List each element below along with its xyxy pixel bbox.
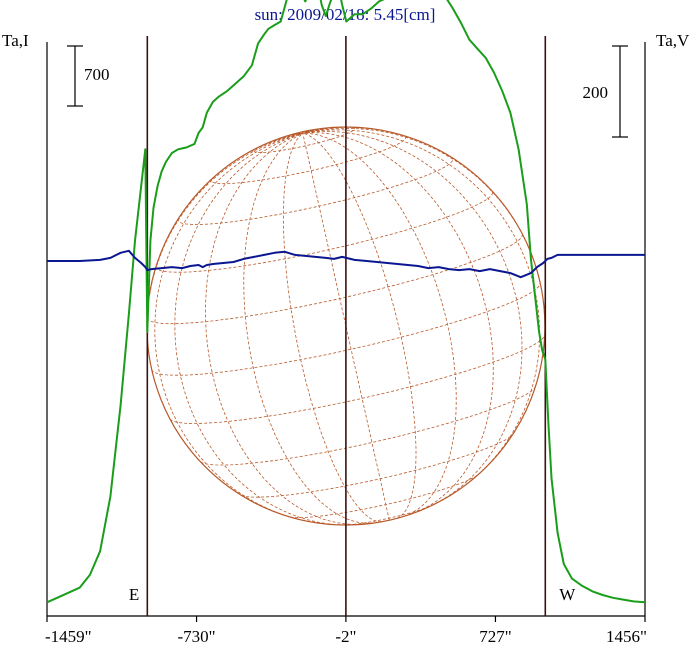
- x-tick-label: 1456": [606, 627, 647, 646]
- latitude-line: [151, 282, 541, 376]
- x-tick-label: -730": [177, 627, 215, 646]
- series-layer: [46, 0, 646, 604]
- series-line-ta-v: [47, 249, 645, 279]
- longitude-line: [302, 131, 523, 506]
- longitude-line: [302, 133, 390, 521]
- longitude-line: [205, 132, 361, 525]
- x-tick-label: 727": [479, 627, 511, 646]
- latitude-line: [146, 234, 523, 325]
- scale-bar-label: 700: [84, 65, 110, 84]
- longitude-line: [154, 132, 303, 520]
- longitude-line: [302, 127, 541, 283]
- limb-label-w: W: [559, 585, 576, 604]
- longitude-line: [283, 132, 382, 523]
- longitude-line: [281, 132, 303, 139]
- longitude-line: [302, 129, 313, 134]
- longitude-line: [302, 127, 325, 134]
- latitude-line: [200, 386, 536, 466]
- longitude-line: [243, 132, 375, 524]
- latitude-line: [155, 190, 493, 273]
- left-axis-label: Ta,I: [2, 31, 29, 50]
- latitude-line: [169, 335, 545, 424]
- longitude-line: [302, 129, 541, 482]
- longitude-line: [302, 132, 494, 512]
- marker-lines: [146, 36, 547, 616]
- scale-bar-label: 200: [583, 83, 609, 102]
- right-axis-label: Ta,V: [656, 31, 690, 50]
- scale-bars: 700 200: [67, 45, 628, 138]
- longitude-line: [302, 132, 457, 517]
- series-line-ta-i: [46, 0, 646, 604]
- latitude-line: [211, 135, 407, 185]
- longitude-line: [302, 126, 339, 134]
- longitude-line: [268, 132, 303, 144]
- longitude-line: [302, 130, 308, 134]
- x-tick-label: -2": [335, 627, 356, 646]
- longitude-line: [302, 132, 417, 519]
- x-tick-label: -1459": [45, 627, 92, 646]
- longitude-line: [229, 132, 303, 165]
- longitude-line: [292, 132, 303, 135]
- longitude-line: [174, 132, 345, 526]
- limb-label-e: E: [129, 585, 139, 604]
- x-axis-ticks: -1459" -730" -2" 727" 1456": [45, 616, 647, 646]
